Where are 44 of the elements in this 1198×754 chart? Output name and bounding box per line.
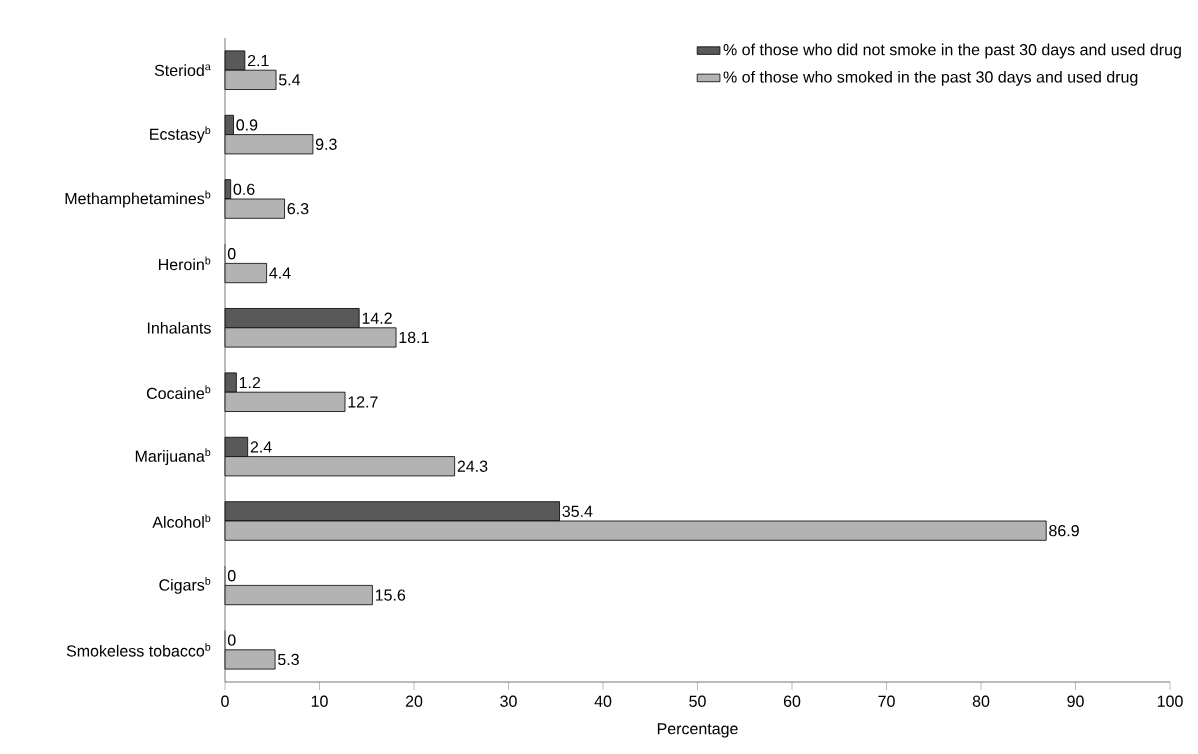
data-label: 9.3 (315, 138, 337, 150)
x-axis-title: Percentage (657, 723, 738, 738)
legend-label: % of those who smoked in the past 30 days and used drug (723, 70, 1138, 86)
data-label: 12.7 (348, 396, 378, 408)
y-tick-label: Ecstasy$^{b}$ (150, 126, 211, 144)
data-label: 86.9 (1049, 525, 1079, 537)
data-label: 0 (227, 570, 236, 582)
data-label: 6.3 (287, 203, 309, 215)
y-tick-label: Alcohol$^{b}$ (152, 514, 211, 528)
x-tick-label: 10 (311, 695, 328, 707)
x-tick-label: 80 (972, 695, 990, 707)
data-label: 0 (227, 634, 236, 646)
legend-label: % of those who did not smoke in the past 30 days and used drug (723, 43, 1181, 59)
data-label: 24.3 (457, 460, 488, 472)
x-tick-label: 30 (500, 695, 517, 707)
data-label: 35.4 (562, 505, 593, 517)
y-tick-label: Heroin$^{b}$ (158, 256, 211, 271)
y-tick-label: Cigars$^{b}$ (159, 576, 211, 594)
x-tick-label: 100 (1157, 695, 1183, 707)
data-label: 2.4 (250, 441, 272, 453)
x-tick-label: 50 (689, 695, 706, 707)
y-tick-label: Methamphetamines$^{b}$ (65, 190, 211, 208)
data-label: 2.1 (247, 54, 269, 67)
data-label: 0 (227, 248, 236, 260)
data-label: 15.6 (375, 589, 406, 601)
y-tick-label: Inhalants (147, 321, 211, 334)
data-label: 0.9 (236, 119, 258, 131)
x-tick-label: 90 (1067, 695, 1084, 707)
data-label: 5.4 (278, 74, 301, 86)
data-label: 4.4 (269, 267, 291, 279)
data-label: 5.3 (278, 653, 299, 666)
y-tick-label: Steriod$^{a}$ (154, 64, 211, 77)
data-label: 14.2 (362, 312, 392, 324)
x-tick-label: 40 (594, 695, 612, 707)
x-tick-label: 60 (783, 695, 801, 707)
data-label: 18.1 (399, 331, 429, 344)
x-tick-label: 20 (405, 695, 423, 707)
x-tick-label: 70 (878, 695, 895, 707)
data-label: 1.2 (239, 376, 261, 389)
data-label: 0.6 (233, 183, 255, 195)
x-tick-label: 0 (221, 695, 229, 707)
y-tick-label: Smokeless tobacco$^{b}$ (66, 642, 211, 657)
y-tick-label: Marijuana$^{b}$ (135, 448, 211, 466)
y-tick-label: Cocaine$^{b}$ (146, 385, 211, 400)
